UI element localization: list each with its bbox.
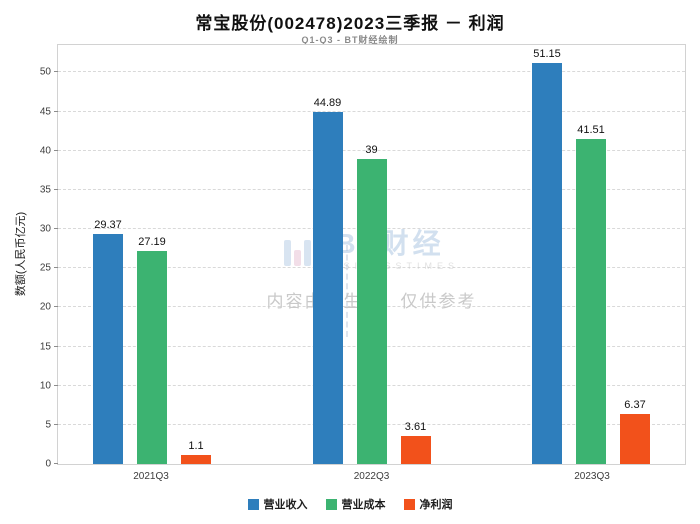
- y-tick-label: 0: [45, 458, 51, 470]
- y-tick-label: 30: [39, 223, 51, 235]
- bar: 1.1: [181, 440, 211, 464]
- bar-value-label: 44.89: [313, 97, 342, 110]
- bar: 6.37: [620, 399, 650, 464]
- bar-value-label: 29.37: [94, 218, 122, 231]
- y-tick-label: 40: [39, 145, 51, 157]
- legend: 营业收入 营业成本 净利润: [0, 496, 700, 512]
- y-tick-label: 10: [39, 380, 51, 392]
- y-axis-title: 数额(人民币亿元): [15, 211, 27, 297]
- legend-item: 营业成本: [325, 496, 386, 512]
- gridline: [58, 71, 685, 73]
- watermark-dashed-line: [346, 245, 348, 337]
- y-tick-mark: [54, 110, 58, 112]
- chart-title: 常宝股份(002478)2023三季报 － 利润: [195, 14, 505, 33]
- y-tick-label: 20: [39, 301, 51, 313]
- legend-item: 净利润: [403, 496, 453, 512]
- y-tick-mark: [54, 71, 58, 73]
- y-tick-mark: [54, 345, 58, 347]
- y-tick-label: 35: [39, 184, 51, 196]
- bar-value-label: 41.51: [577, 123, 605, 136]
- bar: 44.89: [312, 97, 343, 464]
- y-tick-label: 25: [39, 262, 51, 274]
- bar-value-label: 1.1: [188, 440, 204, 453]
- bar-group: 51.15 41.51 6.37: [532, 45, 650, 464]
- y-tick-label: 50: [39, 66, 51, 78]
- gridline: [58, 110, 685, 112]
- bar-value-label: 6.37: [624, 399, 646, 412]
- bar: 39: [356, 144, 387, 464]
- x-axis-labels: 2021Q3 2022Q3 2023Q3: [57, 471, 686, 482]
- x-axis-label: 2022Q3: [353, 471, 390, 482]
- y-tick-mark: [54, 267, 58, 269]
- y-tick-mark: [54, 463, 58, 464]
- bar: 3.61: [400, 421, 431, 464]
- y-tick-mark: [54, 149, 58, 151]
- legend-label: 净利润: [419, 499, 453, 511]
- bar-value-label: 27.19: [138, 236, 166, 249]
- legend-label: 营业收入: [263, 499, 308, 511]
- x-axis-label: 2021Q3: [133, 471, 169, 482]
- bar: 29.37: [93, 219, 123, 464]
- bar-value-label: 51.15: [533, 48, 561, 61]
- y-tick-mark: [54, 306, 58, 308]
- chart-subtitle: Q1-Q3 - BT财经绘制: [301, 35, 399, 45]
- x-axis-label: 2023Q3: [574, 471, 610, 482]
- y-tick-label: 15: [39, 341, 51, 353]
- bar-value-label: 39: [365, 143, 378, 156]
- y-tick-mark: [54, 384, 58, 386]
- gridline: [58, 149, 685, 151]
- y-tick-mark: [54, 188, 58, 190]
- y-tick-mark: [54, 423, 58, 425]
- plot-area: BT财经 BUSINESSTIMES 内容由AI生成，仅供参考 29.3727.…: [40, 44, 686, 470]
- legend-swatch: [325, 498, 337, 510]
- y-tick-mark: [54, 228, 58, 230]
- bar-value-label: 3.61: [404, 420, 427, 433]
- legend-swatch: [247, 498, 259, 510]
- bar: 41.51: [576, 124, 606, 464]
- legend-label: 营业成本: [341, 499, 386, 511]
- legend-swatch: [403, 498, 415, 510]
- bar: 27.19: [137, 236, 167, 464]
- bar: 51.15: [532, 48, 562, 464]
- y-tick-label: 45: [39, 106, 51, 118]
- bar-group: 29.37 27.19 1.1: [93, 45, 211, 464]
- bar-group: 44.89 39 3.61: [312, 45, 431, 464]
- legend-item: 营业收入: [247, 496, 308, 512]
- bar-groups: 29.37 27.19 1.1 44.89 39 3.61 51.15 41.51 6.37: [58, 45, 685, 464]
- y-tick-label: 5: [45, 419, 51, 431]
